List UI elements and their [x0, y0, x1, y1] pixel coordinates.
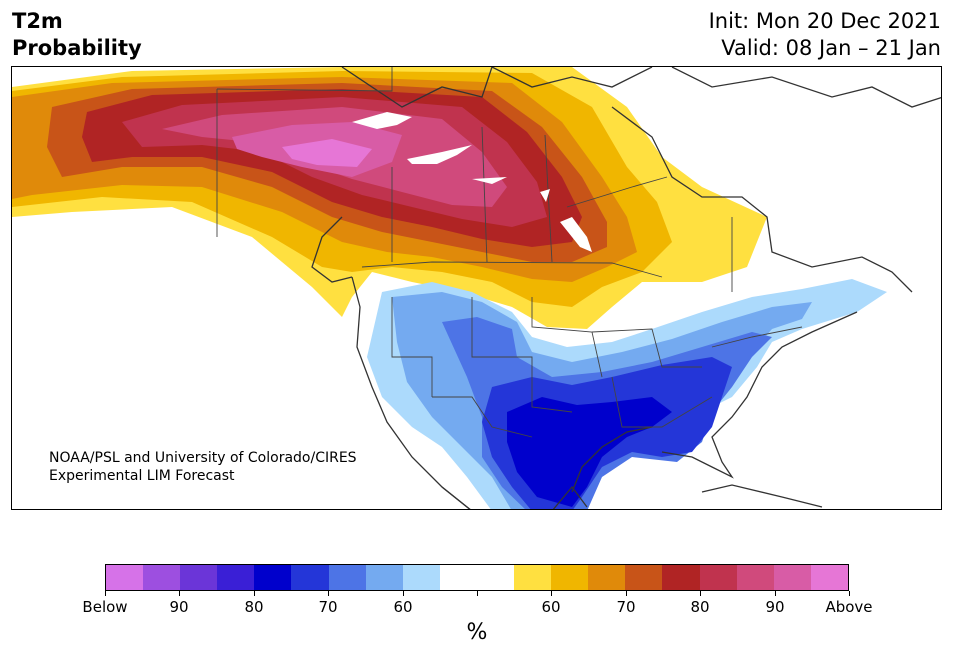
colorbar-tick-label: 80 — [244, 598, 264, 616]
colorbar-segment — [662, 565, 700, 590]
colorbar-segment — [365, 565, 403, 590]
colorbar-segment — [588, 565, 626, 590]
colorbar-segment — [328, 565, 366, 590]
init-date: Init: Mon 20 Dec 2021 — [708, 9, 941, 33]
map-panel — [11, 66, 942, 510]
colorbar-tick — [700, 591, 701, 596]
colorbar-segment — [180, 565, 218, 590]
colorbar-segment — [143, 565, 181, 590]
colorbar-tick — [254, 591, 255, 596]
credit-text: NOAA/PSL and University of Colorado/CIRE… — [49, 449, 357, 485]
coastlines — [311, 67, 941, 509]
colorbar-tick-label: 90 — [169, 598, 189, 616]
colorbar-tick-label: 60 — [393, 598, 413, 616]
colorbar-segment — [106, 565, 144, 590]
above-max-region — [282, 139, 372, 167]
colorbar-tick-label: 70 — [616, 598, 636, 616]
colorbar-tick-label: 80 — [690, 598, 710, 616]
colorbar-segment — [476, 565, 515, 590]
credit-line-2: Experimental LIM Forecast — [49, 468, 235, 484]
colorbar-tick — [179, 591, 180, 596]
colorbar-tick — [626, 591, 627, 596]
probability-map — [12, 67, 941, 509]
colorbar-segment — [551, 565, 589, 590]
great-slave-lake — [407, 145, 472, 164]
colorbar-tick — [551, 591, 552, 596]
colorbar-segment — [254, 565, 292, 590]
colorbar-tick — [105, 591, 106, 596]
credit-line-1: NOAA/PSL and University of Colorado/CIRE… — [49, 450, 357, 466]
title-line-2: Probability — [12, 36, 142, 60]
colorbar-segment — [736, 565, 774, 590]
colorbar-tick — [849, 591, 850, 596]
colorbar-segment — [439, 565, 477, 590]
colorbar-segment — [514, 565, 552, 590]
colorbar-segment — [291, 565, 329, 590]
lake-athabasca — [472, 177, 507, 184]
forecast-dates: Init: Mon 20 Dec 2021 Valid: 08 Jan – 21… — [709, 8, 941, 62]
lake-winnipeg — [560, 217, 592, 252]
political-borders — [216, 67, 803, 438]
colorbar-tick-label: 70 — [318, 598, 338, 616]
colorbar-tick-label: Above — [825, 598, 873, 616]
colorbar-segment — [773, 565, 811, 590]
colorbar-segment — [217, 565, 255, 590]
colorbar-tick — [477, 591, 478, 596]
colorbar-tick — [403, 591, 404, 596]
colorbar-segment — [402, 565, 440, 590]
colorbar-tick — [775, 591, 776, 596]
colorbar — [105, 564, 849, 591]
colorbar-segment — [699, 565, 737, 590]
colorbar-segment — [810, 565, 848, 590]
below-95-region — [507, 397, 672, 507]
valid-range: Valid: 08 Jan – 21 Jan — [721, 36, 941, 60]
great-bear-lake — [352, 112, 412, 129]
reindeer-lake — [540, 189, 550, 202]
colorbar-tick-label: 60 — [541, 598, 561, 616]
colorbar-unit: % — [466, 620, 488, 645]
colorbar-tick-label: Below — [82, 598, 128, 616]
map-title: T2m Probability — [12, 8, 142, 62]
colorbar-segment — [625, 565, 663, 590]
colorbar-tick — [328, 591, 329, 596]
title-line-1: T2m — [12, 9, 63, 33]
colorbar-tick-label: 90 — [765, 598, 785, 616]
